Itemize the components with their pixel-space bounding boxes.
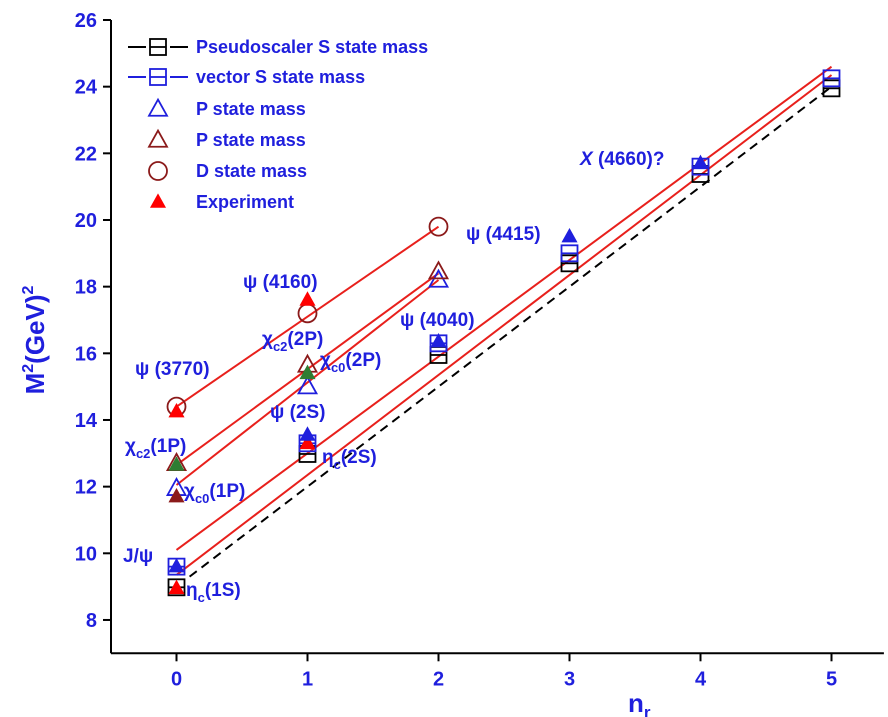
y-tick-label: 26 xyxy=(75,10,97,32)
annotation-tail: (1P) xyxy=(209,481,245,502)
y-tick-label: 8 xyxy=(86,610,97,632)
data-point xyxy=(428,216,449,237)
annotation-tail: (2P) xyxy=(345,350,381,371)
x-tick-label: 0 xyxy=(171,668,182,690)
legend-label: Experiment xyxy=(196,192,294,212)
annotation-main: J/ψ xyxy=(123,546,153,567)
annotation-main: χ xyxy=(125,436,136,457)
annotation-sub: c xyxy=(198,590,205,605)
annotation-sub: c0 xyxy=(195,491,209,506)
fit-line xyxy=(175,279,440,486)
data-point xyxy=(299,426,316,441)
annotation-main: η xyxy=(186,580,198,601)
y-tick-label: 14 xyxy=(75,410,98,432)
y-tick-label: 20 xyxy=(75,210,97,232)
legend-marker xyxy=(147,128,169,148)
y-axis-label: M2(GeV)2 xyxy=(20,285,50,394)
annotation: ψ (4160) xyxy=(243,272,318,293)
y-tick-label: 18 xyxy=(75,277,97,299)
annotation-sub: c0 xyxy=(331,360,345,375)
annotation-sub: c xyxy=(334,457,341,472)
annotation-main: ψ (4040) xyxy=(400,310,475,331)
data-point xyxy=(822,79,841,98)
fit-line xyxy=(175,65,833,551)
annotation-tail: (2P) xyxy=(287,329,323,350)
annotation-main: χ xyxy=(320,350,331,371)
x-label-main: n xyxy=(628,688,644,717)
annotation-main: χ xyxy=(262,329,273,350)
data-point xyxy=(430,332,447,348)
legend-marker xyxy=(149,193,167,208)
annotation-main: ψ (3770) xyxy=(135,359,210,380)
annotation-main: η xyxy=(322,447,334,468)
legend-marker xyxy=(148,161,168,181)
fit-line xyxy=(175,74,833,576)
x-label-sub: r xyxy=(644,703,651,717)
annotation: ψ (4415) xyxy=(466,224,541,245)
y-tick-label: 16 xyxy=(75,343,97,365)
y-tick-label: 10 xyxy=(75,543,97,565)
x-tick-label: 1 xyxy=(302,668,313,690)
annotation-tail: (4660)? xyxy=(593,149,665,170)
data-point xyxy=(560,254,579,273)
annotation-sub: c2 xyxy=(273,339,287,354)
y-label-tail: (GeV) xyxy=(20,294,50,363)
annotation: ηc(2S) xyxy=(322,447,377,472)
legend-label: D state mass xyxy=(196,161,307,181)
x-tick-label: 3 xyxy=(564,668,575,690)
annotation: χc2(1P) xyxy=(125,436,186,461)
annotation-main: ψ (2S) xyxy=(270,402,326,423)
x-tick-label: 2 xyxy=(433,668,444,690)
annotation: ηc(1S) xyxy=(186,580,241,605)
annotation-main: χ xyxy=(184,481,195,502)
legend-marker xyxy=(147,97,169,117)
y-label-sup: 2 xyxy=(20,364,37,373)
annotation: J/ψ xyxy=(123,546,153,567)
legend-label: P state mass xyxy=(196,130,306,150)
data-point xyxy=(168,402,185,418)
data-point xyxy=(299,291,316,306)
x-tick-label: 5 xyxy=(826,668,837,690)
annotation-sub: c2 xyxy=(136,446,150,461)
fit-line xyxy=(175,225,440,408)
annotation: ψ (2S) xyxy=(270,402,326,423)
y-label-sup: 2 xyxy=(20,285,37,294)
annotation: χc0(2P) xyxy=(320,350,381,375)
x-axis-label: nr xyxy=(628,688,651,717)
annotation: χc2(2P) xyxy=(262,329,323,354)
data-point xyxy=(427,260,450,280)
annotation: X (4660)? xyxy=(579,149,665,170)
annotation: ψ (3770) xyxy=(135,359,210,380)
y-tick-label: 12 xyxy=(75,477,97,499)
data-point xyxy=(168,557,185,573)
data-point xyxy=(299,434,316,450)
annotation: χc0(1P) xyxy=(184,481,245,506)
data-point xyxy=(299,364,316,380)
annotation-main: ψ (4160) xyxy=(243,272,318,293)
data-point xyxy=(692,154,709,170)
annotation-tail: (1S) xyxy=(205,580,241,601)
data-point xyxy=(560,244,579,263)
data-point xyxy=(296,375,319,395)
legend-label: P state mass xyxy=(196,99,306,119)
annotation: ψ (4040) xyxy=(400,310,475,331)
annotation-tail: (2S) xyxy=(341,447,377,468)
y-tick-label: 22 xyxy=(75,143,97,165)
legend-marker xyxy=(149,68,167,86)
legend-marker xyxy=(149,38,167,56)
data-point xyxy=(168,487,185,503)
legend-label: Pseudoscaler S state mass xyxy=(196,37,428,57)
legend-label: vector S state mass xyxy=(196,67,365,87)
y-tick-label: 24 xyxy=(75,77,98,99)
data-point xyxy=(168,579,185,595)
annotation-main: ψ (4415) xyxy=(466,224,541,245)
data-point xyxy=(168,456,185,471)
x-tick-label: 4 xyxy=(695,668,707,690)
annotation-tail: (1P) xyxy=(150,436,186,457)
annotation-main: X xyxy=(579,149,594,170)
data-point xyxy=(561,227,578,243)
data-point xyxy=(822,69,841,88)
y-label-main: M xyxy=(20,373,50,395)
